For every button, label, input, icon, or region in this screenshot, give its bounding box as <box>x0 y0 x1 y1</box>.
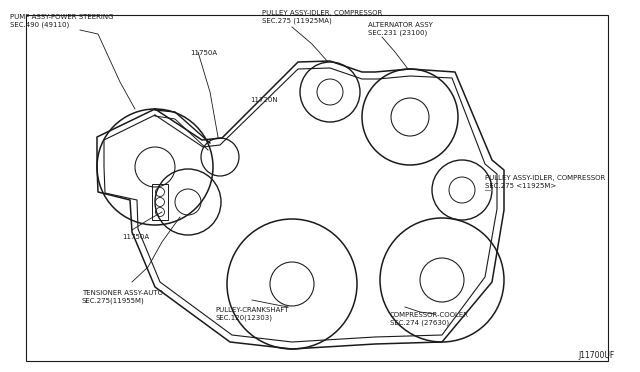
Text: TENSIONER ASSY-AUTO
SEC.275(11955M): TENSIONER ASSY-AUTO SEC.275(11955M) <box>82 290 163 304</box>
Text: 11750A: 11750A <box>190 50 217 56</box>
Text: 11720N: 11720N <box>250 97 278 103</box>
Text: 11750A: 11750A <box>122 234 149 240</box>
Text: COMPRESSOR-COOLER
SEC.274 (27630): COMPRESSOR-COOLER SEC.274 (27630) <box>390 312 469 326</box>
Text: PULLEY-CRANKSHAFT
SEC.120(12303): PULLEY-CRANKSHAFT SEC.120(12303) <box>215 307 289 321</box>
Text: PULLEY ASSY-IDLER, COMPRESSOR
SEC.275 <11925M>: PULLEY ASSY-IDLER, COMPRESSOR SEC.275 <1… <box>485 175 605 189</box>
Text: ALTERNATOR ASSY
SEC.231 (23100): ALTERNATOR ASSY SEC.231 (23100) <box>368 22 433 36</box>
Text: PULLEY ASSY-IDLER, COMPRESSOR
SEC.275 (11925MA): PULLEY ASSY-IDLER, COMPRESSOR SEC.275 (1… <box>262 10 382 24</box>
Text: J11700UF: J11700UF <box>579 351 615 360</box>
Text: PUMP ASSY-POWER STEERING
SEC.490 (49110): PUMP ASSY-POWER STEERING SEC.490 (49110) <box>10 14 113 28</box>
